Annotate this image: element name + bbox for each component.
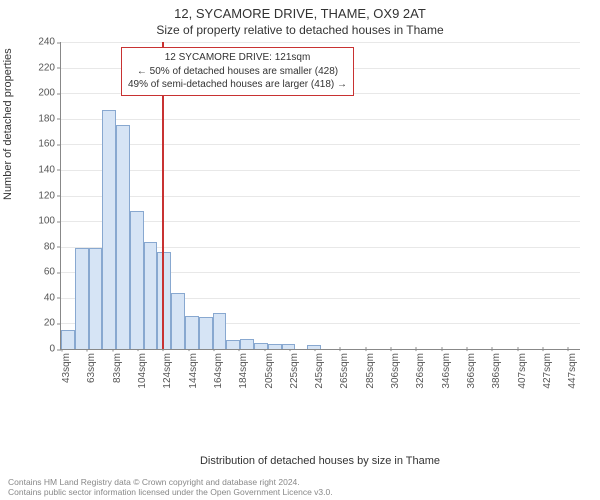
- x-tick-label: 427sqm: [542, 353, 553, 389]
- x-tick-label: 83sqm: [112, 353, 123, 383]
- x-axis-ticks: 43sqm 63sqm 83sqm 104sqm 124sqm 144sqm 164sqm 1…: [61, 349, 580, 409]
- gridline: [61, 42, 580, 43]
- x-tick-label: 306sqm: [390, 353, 401, 389]
- histogram-bar: [130, 211, 144, 349]
- histogram-bar: [89, 248, 103, 349]
- x-axis-label: Distribution of detached houses by size …: [60, 455, 580, 467]
- x-tick-label: 205sqm: [264, 353, 275, 389]
- gridline: [61, 119, 580, 120]
- y-tick-label: 220: [38, 62, 61, 73]
- plot-region: 12 SYCAMORE DRIVE: 121sqm ← 50% of detac…: [60, 42, 580, 350]
- x-tick-label: 184sqm: [238, 353, 249, 389]
- y-tick-label: 180: [38, 113, 61, 124]
- y-tick-label: 100: [38, 216, 61, 227]
- histogram-bar: [171, 293, 185, 349]
- histogram-bar: [226, 340, 240, 349]
- histogram-bar: [102, 110, 116, 349]
- x-tick-label: 144sqm: [188, 353, 199, 389]
- footer-line-2: Contains public sector information licen…: [8, 487, 333, 497]
- annotation-line-3: 49% of semi-detached houses are larger (…: [128, 78, 347, 92]
- y-tick-label: 40: [44, 292, 61, 303]
- gridline: [61, 170, 580, 171]
- y-tick-label: 20: [44, 318, 61, 329]
- histogram-bar: [199, 317, 213, 349]
- x-tick-label: 326sqm: [415, 353, 426, 389]
- y-axis-label: Number of detached properties: [2, 48, 14, 200]
- gridline: [61, 196, 580, 197]
- x-tick-label: 124sqm: [162, 353, 173, 389]
- y-tick-label: 0: [49, 344, 61, 355]
- histogram-bar: [254, 343, 268, 349]
- y-tick-label: 140: [38, 164, 61, 175]
- footer-attribution: Contains HM Land Registry data © Crown c…: [8, 477, 333, 497]
- histogram-bar: [307, 345, 321, 349]
- x-tick-label: 245sqm: [314, 353, 325, 389]
- property-annotation-box: 12 SYCAMORE DRIVE: 121sqm ← 50% of detac…: [121, 47, 354, 96]
- histogram-bar: [268, 344, 282, 349]
- x-tick-label: 104sqm: [137, 353, 148, 389]
- histogram-bar: [116, 125, 130, 349]
- y-tick-label: 60: [44, 267, 61, 278]
- x-tick-label: 346sqm: [441, 353, 452, 389]
- x-tick-label: 366sqm: [466, 353, 477, 389]
- histogram-bar: [240, 339, 254, 349]
- x-tick-label: 386sqm: [491, 353, 502, 389]
- y-tick-label: 120: [38, 190, 61, 201]
- chart-title-main: 12, SYCAMORE DRIVE, THAME, OX9 2AT: [0, 0, 600, 21]
- y-tick-label: 200: [38, 88, 61, 99]
- x-tick-label: 43sqm: [61, 353, 72, 383]
- histogram-bar: [144, 242, 158, 349]
- chart-area: 12 SYCAMORE DRIVE: 121sqm ← 50% of detac…: [60, 42, 580, 410]
- x-tick-label: 285sqm: [365, 353, 376, 389]
- annotation-line-1: 12 SYCAMORE DRIVE: 121sqm: [128, 51, 347, 65]
- x-tick-label: 265sqm: [339, 353, 350, 389]
- x-tick-label: 63sqm: [86, 353, 97, 383]
- histogram-bar: [157, 252, 171, 349]
- histogram-bar: [185, 316, 199, 349]
- footer-line-1: Contains HM Land Registry data © Crown c…: [8, 477, 333, 487]
- gridline: [61, 144, 580, 145]
- histogram-bar: [75, 248, 89, 349]
- x-tick-label: 447sqm: [567, 353, 578, 389]
- y-tick-label: 240: [38, 37, 61, 48]
- y-tick-label: 160: [38, 139, 61, 150]
- x-tick-label: 164sqm: [213, 353, 224, 389]
- x-tick-label: 407sqm: [517, 353, 528, 389]
- annotation-line-2: ← 50% of detached houses are smaller (42…: [128, 65, 347, 79]
- y-tick-label: 80: [44, 241, 61, 252]
- histogram-bar: [213, 313, 227, 349]
- chart-title-sub: Size of property relative to detached ho…: [0, 21, 600, 37]
- histogram-bar: [282, 344, 296, 349]
- histogram-bar: [61, 330, 75, 349]
- x-tick-label: 225sqm: [289, 353, 300, 389]
